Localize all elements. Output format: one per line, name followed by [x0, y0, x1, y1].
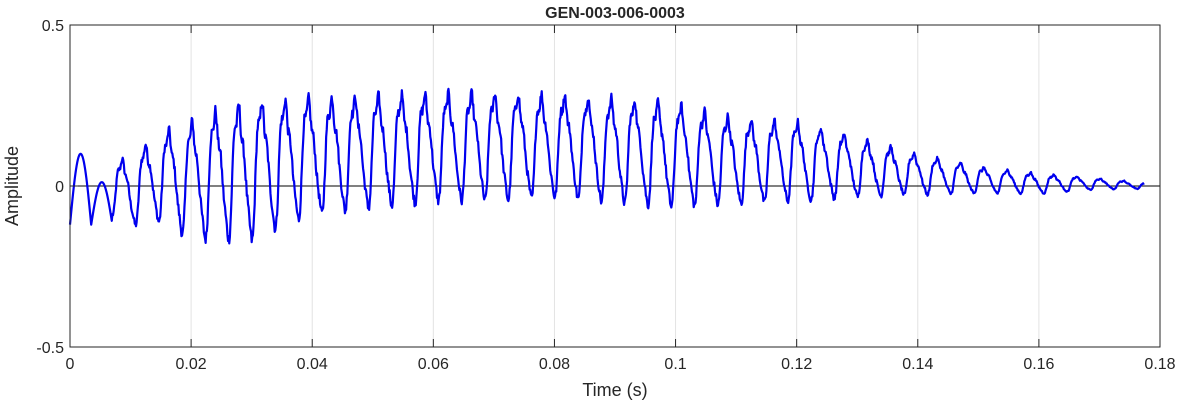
y-axis-ticks: -0.5 0 0.5: [36, 18, 78, 357]
x-axis-label: Time (s): [582, 380, 647, 400]
x-axis-ticks: 0 0.02 0.04 0.06 0.08 0.1 0.12 0.14 0.16 0.18: [66, 25, 1176, 373]
x-tick-label: 0.14: [902, 356, 933, 373]
x-tick-label: 0.04: [297, 356, 328, 373]
y-tick-label: -0.5: [36, 340, 64, 357]
x-tick-label: 0.06: [418, 356, 449, 373]
chart-title: GEN-003-006-0003: [545, 5, 685, 22]
x-tick-label: 0.08: [539, 356, 570, 373]
waveform-line: [68, 87, 1145, 245]
x-tick-label: 0.16: [1023, 356, 1054, 373]
y-tick-label: 0.5: [42, 18, 64, 35]
x-tick-label: 0.02: [176, 356, 207, 373]
x-tick-label: 0.12: [781, 356, 812, 373]
x-tick-label: 0.1: [664, 356, 686, 373]
y-tick-label: 0: [55, 179, 64, 196]
x-tick-label: 0.18: [1144, 356, 1175, 373]
y-axis-label: Amplitude: [2, 146, 22, 226]
x-tick-label: 0: [66, 356, 75, 373]
